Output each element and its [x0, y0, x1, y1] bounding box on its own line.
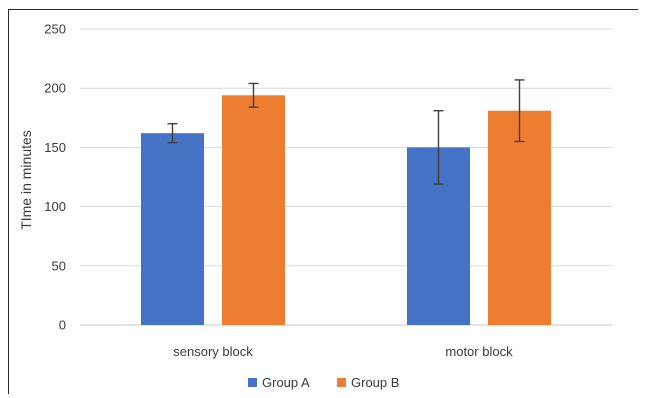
x-axis-ticks: sensory block motor block — [173, 344, 513, 359]
x-tick-label: motor block — [445, 344, 513, 359]
y-tick-label: 0 — [59, 318, 66, 333]
y-tick-label: 200 — [44, 81, 66, 96]
bar-group-b-sensory-block — [222, 95, 285, 325]
x-tick-label: sensory block — [173, 344, 253, 359]
legend: Group A Group B — [248, 375, 399, 390]
legend-label: Group B — [351, 375, 399, 390]
bar-group-a-sensory-block — [141, 133, 204, 325]
legend-label: Group A — [262, 375, 310, 390]
legend-swatch-group-b — [337, 378, 346, 387]
y-tick-label: 100 — [44, 199, 66, 214]
legend-swatch-group-a — [248, 378, 257, 387]
bar-group-b-motor-block — [488, 110, 551, 325]
bars — [141, 95, 551, 325]
y-tick-label: 150 — [44, 140, 66, 155]
y-axis-title: TIme in minutes — [18, 130, 34, 230]
y-tick-label: 250 — [44, 22, 66, 37]
y-tick-label: 50 — [52, 258, 66, 273]
y-axis-ticks: 0 50 100 150 200 250 — [44, 22, 66, 333]
chart-frame — [8, 9, 638, 394]
error-bars — [167, 79, 525, 185]
